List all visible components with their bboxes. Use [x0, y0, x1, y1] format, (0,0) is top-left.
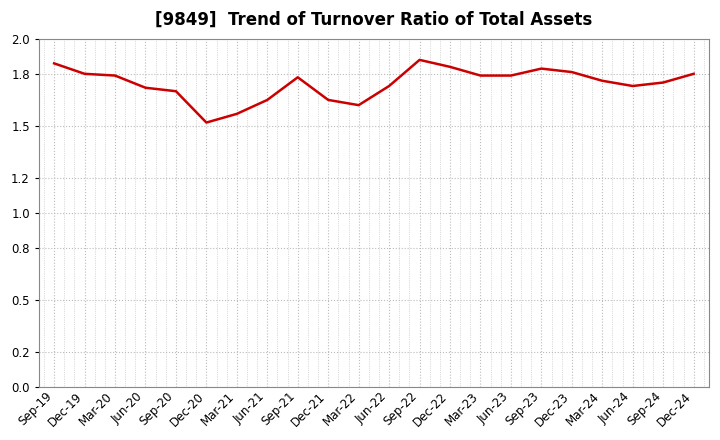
- Title: [9849]  Trend of Turnover Ratio of Total Assets: [9849] Trend of Turnover Ratio of Total …: [156, 11, 593, 29]
